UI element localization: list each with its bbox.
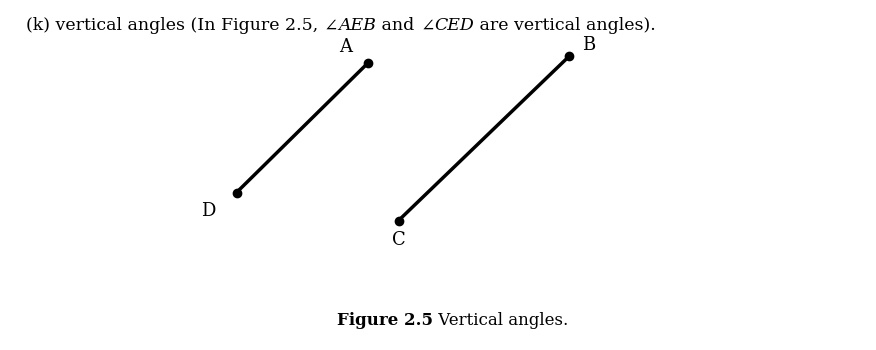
Text: B: B [582, 36, 596, 54]
Text: Vertical angles.: Vertical angles. [434, 312, 569, 329]
Text: are vertical angles).: are vertical angles). [475, 18, 656, 35]
Text: (k) vertical angles (In Figure 2.5,: (k) vertical angles (In Figure 2.5, [26, 18, 324, 35]
Text: A: A [340, 38, 352, 56]
Text: C: C [392, 231, 406, 249]
Text: Figure 2.5: Figure 2.5 [337, 312, 434, 329]
Text: AEB: AEB [338, 18, 377, 35]
Text: and: and [377, 18, 420, 35]
Text: ∠: ∠ [420, 18, 434, 35]
Text: D: D [201, 202, 215, 220]
Text: CED: CED [434, 18, 475, 35]
Text: ∠: ∠ [324, 18, 338, 35]
